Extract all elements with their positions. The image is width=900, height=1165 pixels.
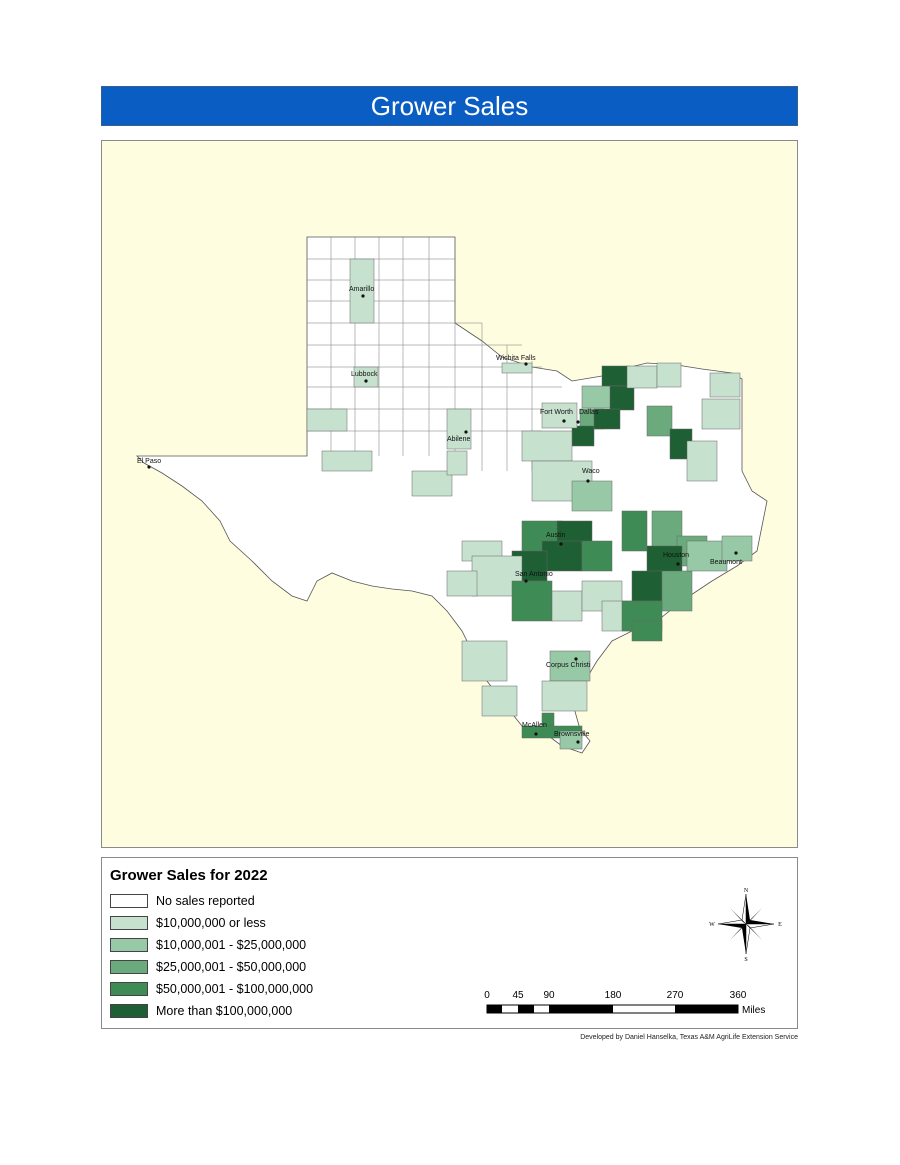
north-arrow-icon: N S E W [709, 888, 782, 962]
city-marker-san-antonio [524, 579, 528, 583]
city-label-abilene: Abilene [447, 436, 470, 443]
legend-item-class-2: $10,000,001 - $25,000,000 [110, 936, 306, 954]
title-banner: Grower Sales [101, 86, 798, 126]
city-marker-waco [586, 479, 590, 483]
scale-bar: 0 45 90 180 270 360 Miles [484, 990, 765, 1016]
scale-tick-360: 360 [730, 990, 747, 1001]
legend-swatch [110, 938, 148, 952]
scale-tick-90: 90 [543, 990, 555, 1001]
map-frame: Amarillo Wichita Falls Lubbock Fort Wort… [101, 140, 798, 848]
compass-n: N [744, 888, 749, 894]
city-label-austin: Austin [546, 532, 566, 539]
city-marker-houston [676, 562, 680, 566]
legend-panel: Grower Sales for 2022 No sales reported … [101, 857, 798, 1029]
compass-e: E [778, 922, 782, 928]
city-marker-el-paso [147, 465, 151, 469]
county-shading [306, 258, 753, 750]
legend-swatch [110, 894, 148, 908]
legend-label: $25,000,001 - $50,000,000 [156, 960, 307, 974]
city-marker-mcallen [534, 732, 538, 736]
legend-item-class-5: More than $100,000,000 [110, 1002, 292, 1020]
city-label-corpus-christi: Corpus Christi [546, 662, 591, 669]
legend-item-class-1: $10,000,000 or less [110, 914, 266, 932]
legend-label: $50,000,001 - $100,000,000 [156, 982, 314, 996]
city-marker-lubbock [364, 379, 368, 383]
legend-item-class-4: $50,000,001 - $100,000,000 [110, 980, 313, 998]
city-marker-beaumont [734, 551, 738, 555]
city-marker-amarillo [361, 294, 365, 298]
scale-tick-45: 45 [512, 990, 524, 1001]
panhandle-county-grid [307, 237, 572, 471]
legend-swatch [110, 982, 148, 996]
city-markers [147, 294, 738, 744]
legend-label: More than $100,000,000 [156, 1004, 293, 1018]
city-label-dallas: Dallas [579, 409, 599, 416]
compass-w: W [709, 922, 715, 928]
city-marker-corpus-christi [574, 657, 578, 661]
city-label-fort-worth: Fort Worth [540, 409, 573, 416]
city-label-waco: Waco [582, 468, 600, 475]
scale-unit: Miles [742, 1005, 765, 1016]
city-label-el-paso: El Paso [137, 458, 161, 465]
city-label-houston: Houston [663, 552, 689, 559]
legend-title: Grower Sales for 2022 [110, 867, 268, 884]
credit-text: Developed by Daniel Hanselka, Texas A&M … [580, 1034, 798, 1041]
city-marker-dallas [576, 420, 580, 424]
city-label-san-antonio: San Antonio [515, 571, 553, 578]
legend-swatch [110, 916, 148, 930]
legend-label: $10,000,000 or less [156, 916, 266, 930]
legend-label: No sales reported [156, 894, 255, 908]
texas-map: Amarillo Wichita Falls Lubbock Fort Wort… [136, 236, 768, 754]
city-marker-fort-worth [562, 419, 566, 423]
compass-s: S [744, 957, 747, 962]
legend-swatch [110, 960, 148, 974]
city-label-lubbock: Lubbock [351, 371, 378, 378]
legend-label: $10,000,001 - $25,000,000 [156, 938, 307, 952]
map-title: Grower Sales [370, 90, 529, 121]
city-label-amarillo: Amarillo [349, 286, 374, 293]
city-marker-brownsville [576, 740, 580, 744]
city-label-brownsville: Brownsville [554, 731, 590, 738]
city-marker-wichita-falls [524, 362, 528, 366]
city-label-wichita-falls: Wichita Falls [496, 355, 536, 362]
scale-tick-270: 270 [667, 990, 684, 1001]
city-marker-abilene [464, 430, 468, 434]
city-label-mcallen: McAllen [522, 722, 547, 729]
legend-item-class-3: $25,000,001 - $50,000,000 [110, 958, 306, 976]
legend-swatch [110, 1004, 148, 1018]
city-label-beaumont: Beaumont [710, 559, 742, 566]
scale-tick-0: 0 [484, 990, 490, 1001]
city-marker-austin [559, 542, 563, 546]
legend-item-no-sales: No sales reported [110, 892, 255, 910]
scale-tick-180: 180 [605, 990, 622, 1001]
city-labels: Amarillo Wichita Falls Lubbock Fort Wort… [137, 286, 742, 738]
